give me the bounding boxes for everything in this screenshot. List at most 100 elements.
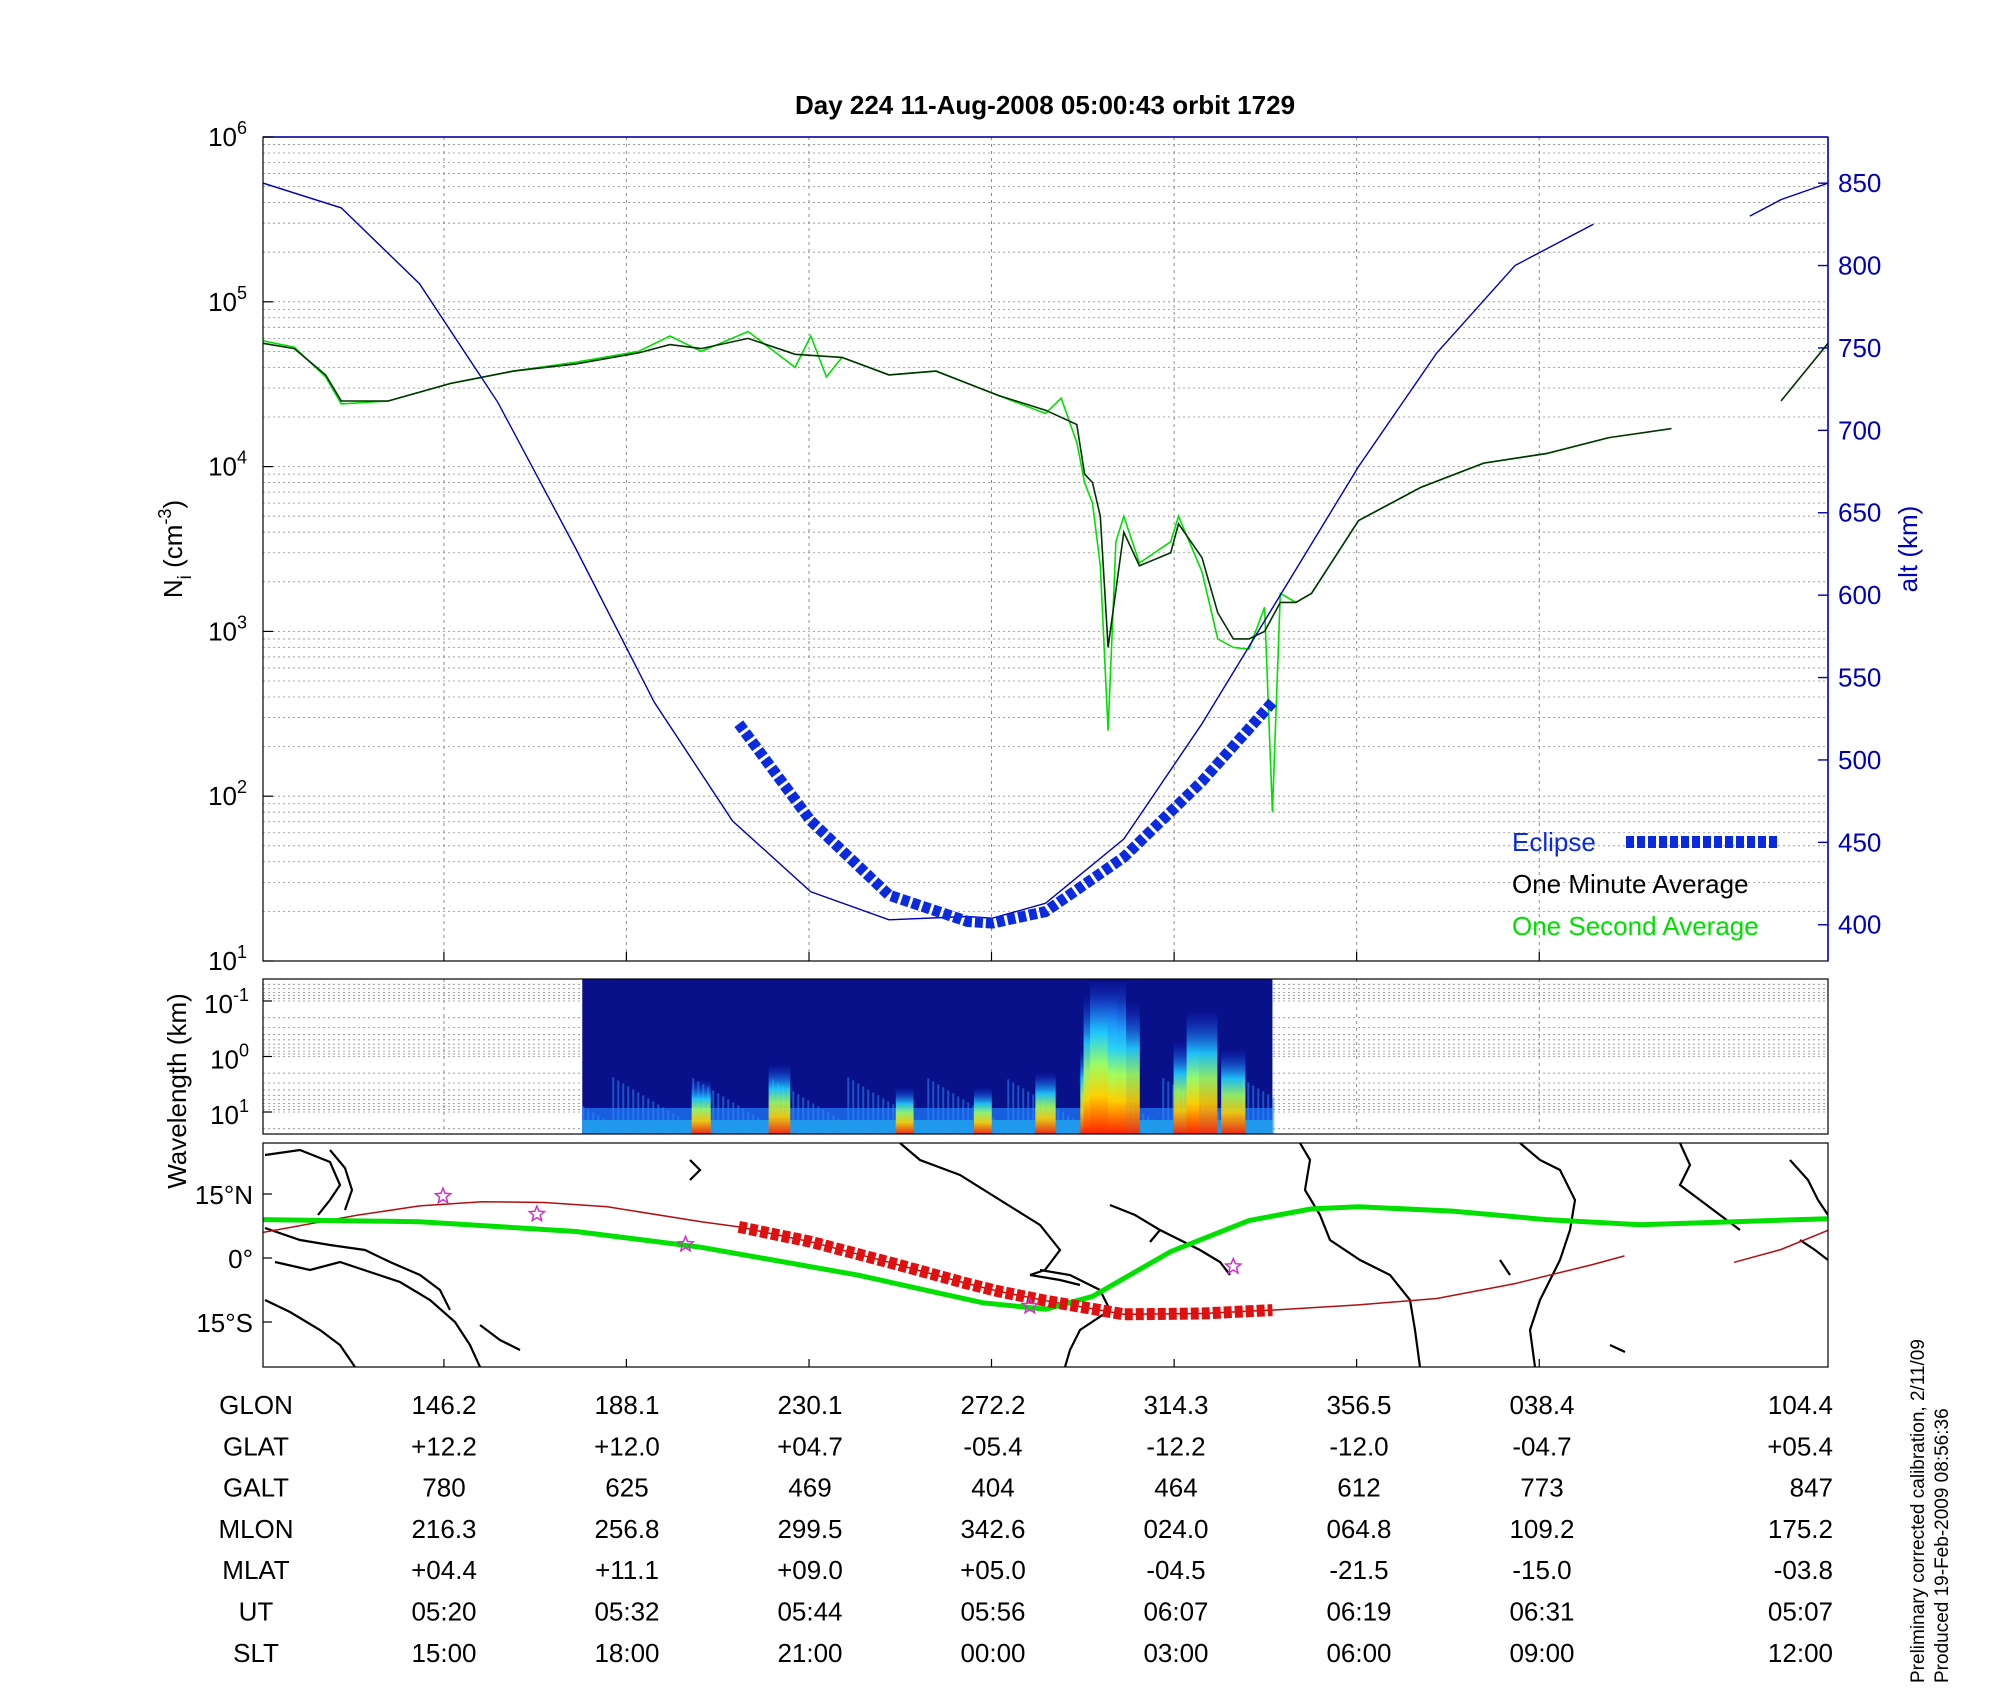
- density-y-tick-label: 104: [208, 448, 247, 482]
- spectrogram-burst: [768, 1064, 791, 1134]
- spectrogram-stripe: [937, 1084, 940, 1134]
- spectrogram-stripe: [1257, 1088, 1260, 1134]
- map-coastlines: [264, 1143, 1828, 1367]
- table-row-label: GLON: [219, 1390, 293, 1420]
- spectrogram-stripe: [1057, 1109, 1060, 1134]
- table-cell: 024.0: [1143, 1514, 1208, 1544]
- spectrogram-stripe: [597, 1115, 600, 1134]
- table-cell: -04.7: [1512, 1431, 1571, 1461]
- map-lat-tick-label: 15°N: [195, 1180, 253, 1210]
- table-cell: -12.0: [1329, 1431, 1388, 1461]
- spectrogram-stripe: [642, 1095, 645, 1134]
- coastline: [1109, 1203, 1162, 1243]
- table-cell: 05:20: [411, 1597, 476, 1627]
- one-second-average-line: [263, 330, 1610, 813]
- table-cell: 272.2: [960, 1390, 1025, 1420]
- table-cell: 104.4: [1768, 1390, 1833, 1420]
- spectrogram-stripe: [1262, 1091, 1265, 1134]
- spectrogram-stripe: [922, 1122, 925, 1134]
- spectrogram-burst: [1186, 1010, 1218, 1134]
- star-marker: [675, 1234, 696, 1253]
- altitude-y-tick-label: 500: [1838, 745, 1881, 775]
- coastline: [274, 1260, 482, 1367]
- spectrogram-stripe: [722, 1096, 725, 1134]
- altitude-y-tick-label: 650: [1838, 498, 1881, 528]
- density-plot-frame: [263, 137, 1828, 961]
- tick-base: 10: [210, 1100, 239, 1130]
- density-label-unit: (cm: [158, 525, 188, 576]
- spectrogram-burst: [895, 1087, 914, 1134]
- coastline: [1678, 1143, 1741, 1231]
- table-cell: -05.4: [963, 1431, 1022, 1461]
- spectrogram-stripe: [822, 1109, 825, 1134]
- spectrogram-stripe: [812, 1103, 815, 1134]
- tick-exponent: 0: [239, 1041, 249, 1061]
- spectrogram-stripe: [807, 1100, 810, 1134]
- tick-base: 10: [208, 122, 237, 152]
- table-cell: 15:00: [411, 1638, 476, 1668]
- eclipse-line: [734, 698, 1277, 929]
- legend-eclipse-label: Eclipse: [1512, 827, 1596, 857]
- spectrogram-stripe: [1252, 1085, 1255, 1134]
- spectrogram-stripe: [1247, 1082, 1250, 1134]
- spectrogram-stripe: [1152, 1119, 1155, 1134]
- spectrogram-stripe: [727, 1099, 730, 1134]
- spectrogram-stripe: [742, 1108, 745, 1134]
- spectrogram-stripe: [952, 1093, 955, 1134]
- eclipse-track-line: [737, 1221, 1273, 1321]
- spectrogram-stripe: [602, 1118, 605, 1134]
- table-cell: +04.4: [411, 1555, 477, 1585]
- table-row-label: MLAT: [222, 1555, 290, 1585]
- spectrogram-y-tick-label: 101: [210, 1096, 249, 1130]
- tick-exponent: -1: [233, 985, 249, 1005]
- spectrogram-stripe: [942, 1087, 945, 1134]
- table-cell: +09.0: [777, 1555, 843, 1585]
- altitude-y-tick-label: 450: [1838, 827, 1881, 857]
- legend-one-second-label: One Second Average: [1512, 911, 1759, 941]
- spectrogram-stripe: [797, 1094, 800, 1134]
- table-cell: 06:31: [1509, 1597, 1574, 1627]
- spectrogram-stripe: [1077, 1121, 1080, 1134]
- spectrogram-stripe: [832, 1115, 835, 1134]
- table-row-label: MLON: [218, 1514, 293, 1544]
- spectrogram-stripe: [652, 1101, 655, 1134]
- spectrogram-stripe: [677, 1116, 680, 1134]
- spectrogram-stripe: [947, 1090, 950, 1134]
- table-cell: 773: [1520, 1473, 1563, 1503]
- spectrogram-stripe: [1142, 1113, 1145, 1134]
- table-row-label: SLT: [233, 1638, 279, 1668]
- density-y-tick-label: 103: [208, 612, 247, 646]
- spectrogram-stripe: [792, 1091, 795, 1134]
- spectrogram-stripe: [1017, 1085, 1020, 1134]
- spectrogram-stripe: [687, 1122, 690, 1134]
- spectrogram-stripe: [1022, 1088, 1025, 1134]
- tick-exponent: 4: [237, 448, 247, 468]
- spectrogram-stripe: [582, 1106, 585, 1134]
- footer-calibration-note: Preliminary corrected calibration, 2/11/…: [1908, 1339, 1929, 1683]
- table-cell: -12.2: [1146, 1431, 1205, 1461]
- table-cell: 314.3: [1143, 1390, 1208, 1420]
- table-cell: -15.0: [1512, 1555, 1571, 1585]
- table-cell: +05.0: [960, 1555, 1026, 1585]
- tick-base: 10: [204, 989, 233, 1019]
- coastline: [479, 1324, 521, 1351]
- table-cell: -03.8: [1774, 1555, 1833, 1585]
- spectrogram-burst: [1035, 1072, 1056, 1134]
- satellite-track-tail-line: [1733, 1229, 1828, 1264]
- coastline: [1519, 1143, 1577, 1367]
- spectrogram-stripe: [657, 1104, 660, 1134]
- spectrogram-stripe: [607, 1121, 610, 1134]
- table-cell: 12:00: [1768, 1638, 1833, 1668]
- spectrogram-stripe: [617, 1080, 620, 1134]
- spectrogram-stripe: [717, 1093, 720, 1134]
- spectrogram-stripe: [817, 1106, 820, 1134]
- altitude-y-tick-label: 600: [1838, 580, 1881, 610]
- legend: Eclipse One Minute Average One Second Av…: [1512, 827, 1778, 941]
- spectrogram-stripe: [967, 1102, 970, 1134]
- table-cell: 464: [1154, 1473, 1197, 1503]
- star-marker: [527, 1204, 547, 1223]
- spectrogram-stripe: [1172, 1084, 1175, 1134]
